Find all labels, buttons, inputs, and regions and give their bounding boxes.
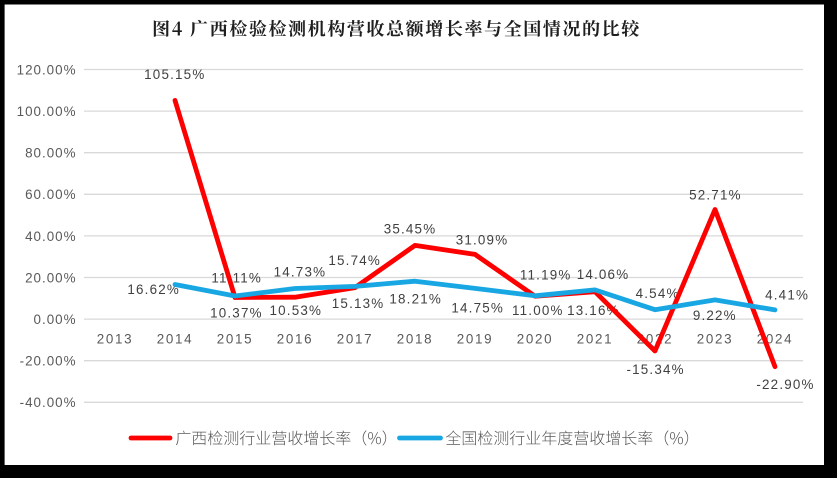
svg-text:20.00%: 20.00%	[25, 270, 76, 285]
svg-text:2016: 2016	[277, 331, 314, 346]
svg-text:2014: 2014	[157, 331, 194, 346]
svg-text:11.00%: 11.00%	[512, 303, 564, 318]
svg-text:120.00%: 120.00%	[17, 62, 77, 77]
svg-text:105.15%: 105.15%	[144, 67, 205, 82]
svg-text:11.19%: 11.19%	[520, 268, 572, 283]
svg-text:-15.34%: -15.34%	[626, 362, 684, 377]
svg-text:15.13%: 15.13%	[332, 296, 385, 311]
svg-text:14.73%: 14.73%	[274, 265, 327, 280]
svg-text:31.09%: 31.09%	[456, 233, 509, 248]
svg-text:60.00%: 60.00%	[25, 187, 76, 202]
svg-text:2017: 2017	[337, 331, 374, 346]
svg-text:-22.90%: -22.90%	[756, 377, 814, 392]
svg-text:18.21%: 18.21%	[389, 291, 442, 306]
svg-text:35.45%: 35.45%	[384, 221, 437, 236]
svg-text:52.71%: 52.71%	[689, 187, 742, 202]
svg-text:2023: 2023	[697, 331, 734, 346]
svg-text:100.00%: 100.00%	[17, 104, 77, 119]
svg-text:10.37%: 10.37%	[210, 305, 263, 320]
svg-text:9.22%: 9.22%	[693, 308, 737, 323]
svg-text:2019: 2019	[457, 331, 494, 346]
svg-text:2020: 2020	[517, 331, 554, 346]
svg-text:16.62%: 16.62%	[127, 282, 180, 297]
svg-text:0.00%: 0.00%	[34, 312, 77, 327]
svg-text:-20.00%: -20.00%	[20, 354, 77, 369]
svg-text:4.54%: 4.54%	[636, 286, 680, 301]
svg-text:40.00%: 40.00%	[25, 229, 76, 244]
svg-text:2021: 2021	[577, 331, 614, 346]
svg-text:4.41%: 4.41%	[765, 288, 809, 303]
svg-text:10.53%: 10.53%	[269, 303, 322, 318]
svg-text:13.16%: 13.16%	[567, 303, 620, 318]
svg-text:-40.00%: -40.00%	[20, 395, 77, 410]
svg-text:2018: 2018	[397, 331, 434, 346]
svg-text:14.06%: 14.06%	[577, 267, 630, 282]
svg-text:14.75%: 14.75%	[451, 300, 504, 315]
svg-text:15.74%: 15.74%	[328, 253, 381, 268]
svg-text:2013: 2013	[97, 331, 134, 346]
svg-text:80.00%: 80.00%	[25, 146, 76, 161]
svg-text:2015: 2015	[217, 331, 254, 346]
svg-text:11.11%: 11.11%	[211, 270, 262, 285]
